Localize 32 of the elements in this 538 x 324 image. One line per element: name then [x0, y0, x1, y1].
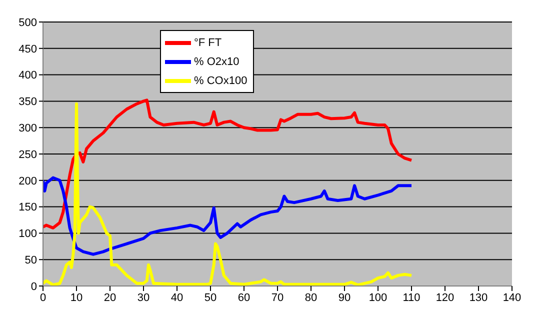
x-tick-label: 80: [304, 292, 318, 304]
x-tick-label: 0: [40, 292, 46, 304]
x-tick-label: 110: [402, 292, 420, 304]
y-tick-label: 250: [18, 148, 37, 161]
legend-label: °F FT: [194, 36, 222, 48]
y-tick-label: 500: [18, 16, 37, 29]
y-tick-label: 350: [18, 96, 37, 108]
x-tick-label: 40: [170, 292, 184, 304]
x-tick-label: 30: [137, 292, 150, 304]
y-tick-label: 400: [18, 70, 37, 82]
x-tick-label: 70: [271, 292, 284, 304]
x-tick-label: 120: [436, 292, 454, 304]
x-tick-label: 100: [368, 292, 388, 304]
x-tick-label: 60: [238, 292, 250, 304]
y-tick-label: 150: [18, 202, 37, 214]
y-tick-label: 300: [18, 122, 37, 135]
y-tick-label: 0: [30, 280, 37, 293]
line-series: [43, 102, 413, 286]
y-tick-label: 200: [18, 175, 37, 188]
line-series: [43, 176, 413, 256]
x-tick-label: 90: [338, 292, 351, 304]
legend-label: % O2x10: [194, 56, 240, 68]
y-tick-label: 100: [18, 228, 37, 240]
y-tick-label: 450: [18, 43, 37, 56]
x-tick-label: 20: [104, 292, 116, 304]
x-tick-label: 10: [70, 292, 83, 304]
x-tick-label: 140: [502, 292, 522, 304]
x-tick-label: 130: [469, 292, 488, 304]
line-series: [43, 98, 413, 230]
y-tick-label: 50: [24, 254, 37, 267]
legend-label: % COx100: [194, 74, 248, 86]
x-tick-label: 50: [204, 292, 217, 304]
